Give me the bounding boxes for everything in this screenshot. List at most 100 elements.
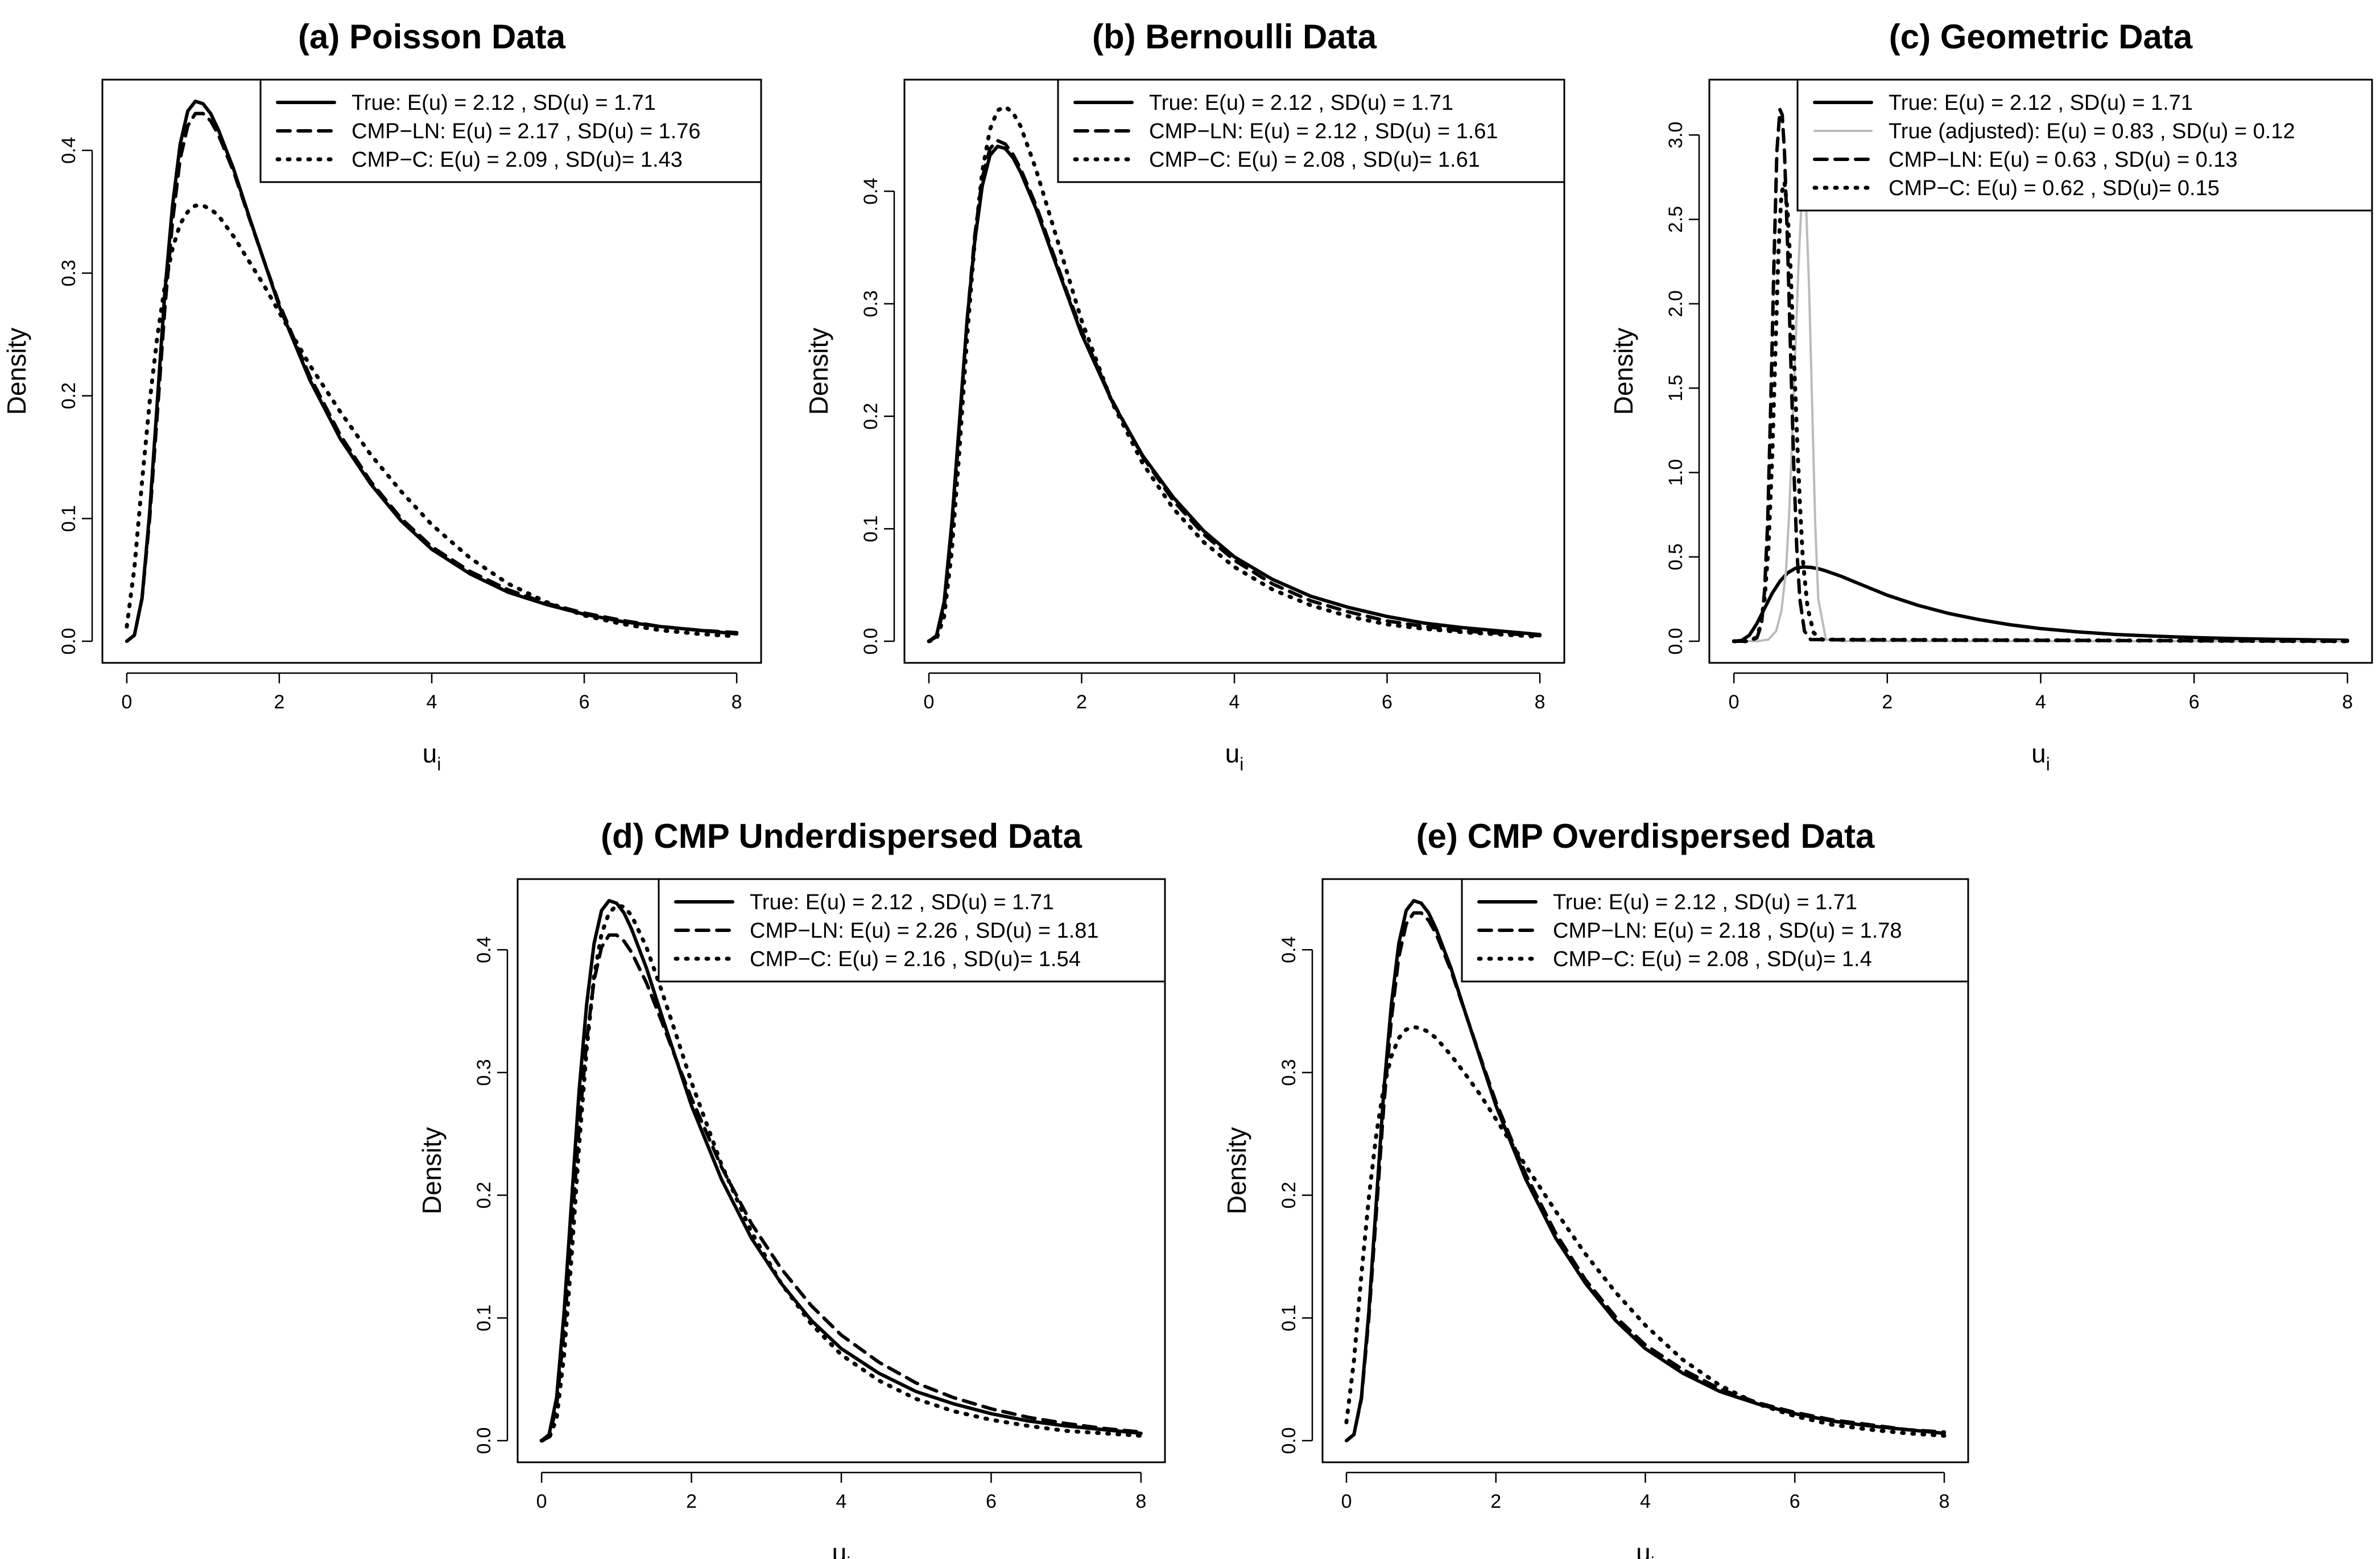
y-tick-label: 0.5 — [1665, 543, 1687, 570]
x-axis-label: ui — [2031, 739, 2050, 774]
x-axis-label-main: u — [1636, 1538, 1651, 1559]
y-tick-label: 0.2 — [1278, 1182, 1300, 1209]
x-tick-label: 6 — [1382, 691, 1393, 713]
x-tick-label: 8 — [1535, 691, 1546, 713]
y-tick-label: 0.3 — [58, 259, 80, 286]
y-tick-label: 0.0 — [58, 628, 80, 654]
x-tick-label: 4 — [1229, 691, 1240, 713]
legend: True: E(u) = 2.12 , SD(u) = 1.71 CMP−LN: … — [259, 79, 762, 183]
y-tick-label: 0.0 — [1665, 628, 1687, 654]
legend-entry: True: E(u) = 2.12 , SD(u) = 1.71 — [1889, 91, 2193, 115]
y-tick-label: 0.2 — [860, 403, 882, 430]
y-axis-label: Density — [2, 328, 31, 415]
series-line — [125, 112, 739, 643]
y-tick-label: 0.0 — [1278, 1427, 1300, 1454]
chart-title: (a) Poisson Data — [298, 18, 566, 56]
x-tick-label: 6 — [986, 1491, 997, 1512]
chart-panel: (a) Poisson Data 0 2 4 6 8 0.0 0.1 0.2 0.3 0.4 ui De… — [2, 18, 762, 774]
series-line — [539, 904, 1143, 1443]
chart-title: (b) Bernoulli Data — [1092, 18, 1377, 56]
x-tick-label: 4 — [836, 1491, 847, 1512]
legend-entry: True: E(u) = 2.12 , SD(u) = 1.71 — [1149, 91, 1453, 115]
legend-entry: CMP−LN: E(u) = 2.12 , SD(u) = 1.61 — [1149, 119, 1498, 143]
series-line — [1732, 565, 2349, 643]
legend-entry: CMP−LN: E(u) = 2.26 , SD(u) = 1.81 — [750, 919, 1099, 943]
x-axis-label-main: u — [2031, 739, 2046, 768]
series-line — [1345, 911, 1946, 1442]
y-tick-label: 0.2 — [473, 1182, 495, 1209]
chart-title: (d) CMP Underdispersed Data — [601, 817, 1082, 855]
legend: True: E(u) = 2.12 , SD(u) = 1.71 CMP−LN: … — [658, 878, 1166, 983]
x-axis-label-main: u — [1225, 739, 1240, 768]
chart-panel: (d) CMP Underdispersed Data 0 2 4 6 8 0.0 0.1 0.… — [417, 817, 1166, 1559]
x-tick-label: 8 — [732, 691, 742, 713]
y-tick-label: 2.0 — [1665, 290, 1687, 317]
x-axis-label-subscript: i — [846, 1553, 850, 1559]
x-axis-label-subscript: i — [437, 754, 441, 774]
series-line — [1344, 1025, 1947, 1438]
legend-box — [658, 878, 1166, 983]
x-tick-label: 2 — [1490, 1491, 1501, 1512]
y-axis-label: Density — [1222, 1127, 1251, 1214]
y-tick-label: 1.5 — [1665, 375, 1687, 402]
legend-entry: True: E(u) = 2.12 , SD(u) = 1.71 — [352, 91, 656, 115]
x-tick-label: 8 — [1939, 1491, 1950, 1512]
legend-entry: CMP−C: E(u) = 2.08 , SD(u)= 1.4 — [1553, 947, 1872, 971]
x-tick-label: 0 — [1341, 1491, 1352, 1512]
y-tick-label: 0.3 — [473, 1059, 495, 1086]
y-axis-label: Density — [417, 1127, 447, 1214]
chart-panel: (c) Geometric Data 0 2 4 6 8 0.0 0.5 1.0 1.5 2.0 2.… — [1609, 18, 2373, 774]
legend-box — [1796, 79, 2373, 212]
y-tick-label: 3.0 — [1665, 122, 1687, 149]
y-tick-label: 2.5 — [1665, 206, 1687, 233]
legend-entry: CMP−C: E(u) = 2.16 , SD(u)= 1.54 — [750, 947, 1081, 971]
legend-entry: True: E(u) = 2.12 , SD(u) = 1.71 — [750, 890, 1054, 914]
legend-box — [1057, 79, 1565, 183]
legend-entry: True (adjusted): E(u) = 0.83 , SD(u) = 0… — [1889, 119, 2295, 143]
y-tick-label: 1.0 — [1665, 459, 1687, 486]
x-axis-label-subscript: i — [1239, 754, 1243, 774]
x-tick-label: 2 — [1076, 691, 1087, 713]
x-tick-label: 8 — [2342, 691, 2353, 713]
x-tick-label: 2 — [274, 691, 284, 713]
x-axis-label-main: u — [423, 739, 437, 768]
x-axis-label: ui — [832, 1538, 851, 1559]
series-line — [1732, 180, 2350, 644]
y-tick-label: 0.1 — [860, 515, 882, 542]
legend-entry: CMP−C: E(u) = 2.08 , SD(u)= 1.61 — [1149, 148, 1480, 172]
legend-entry: CMP−LN: E(u) = 0.63 , SD(u) = 0.13 — [1889, 148, 2238, 172]
x-tick-label: 4 — [427, 691, 437, 713]
series-line — [927, 105, 1542, 644]
x-axis-label: ui — [1225, 739, 1244, 774]
y-tick-label: 0.0 — [473, 1427, 495, 1454]
x-axis-label: ui — [1636, 1538, 1655, 1559]
y-tick-label: 0.1 — [58, 505, 80, 532]
chart-title: (e) CMP Overdispersed Data — [1416, 817, 1875, 855]
series-line — [125, 203, 739, 638]
y-tick-label: 0.4 — [58, 137, 80, 164]
legend-box — [1461, 878, 1969, 983]
x-axis-label: ui — [423, 739, 441, 774]
chart-panel: (e) CMP Overdispersed Data 0 2 4 6 8 0.0 0.1 0.2… — [1222, 817, 1969, 1559]
legend-entry: True: E(u) = 2.12 , SD(u) = 1.71 — [1553, 890, 1857, 914]
x-axis-label-main: u — [832, 1538, 847, 1559]
legend: True: E(u) = 2.12 , SD(u) = 1.71 CMP−LN: … — [1057, 79, 1565, 183]
y-tick-label: 0.1 — [1278, 1305, 1300, 1331]
x-tick-label: 0 — [121, 691, 132, 713]
legend-entry: CMP−LN: E(u) = 2.17 , SD(u) = 1.76 — [352, 119, 701, 143]
x-tick-label: 6 — [579, 691, 590, 713]
x-tick-label: 6 — [2189, 691, 2200, 713]
legend-entry: CMP−C: E(u) = 0.62 , SD(u)= 0.15 — [1889, 176, 2220, 200]
legend: True: E(u) = 2.12 , SD(u) = 1.71 True (ad… — [1796, 79, 2373, 212]
series-line — [1733, 184, 2349, 642]
y-tick-label: 0.4 — [860, 178, 882, 205]
x-tick-label: 0 — [924, 691, 935, 713]
chart-title: (c) Geometric Data — [1889, 18, 2193, 56]
series-line — [540, 933, 1143, 1442]
x-tick-label: 0 — [536, 1491, 547, 1512]
y-tick-label: 0.4 — [473, 937, 495, 963]
chart-panel: (b) Bernoulli Data 0 2 4 6 8 0.0 0.1 0.2 0.3 0.4 ui… — [804, 18, 1565, 774]
x-tick-label: 4 — [2035, 691, 2046, 713]
x-tick-label: 8 — [1135, 1491, 1146, 1512]
y-tick-label: 0.2 — [58, 382, 80, 409]
